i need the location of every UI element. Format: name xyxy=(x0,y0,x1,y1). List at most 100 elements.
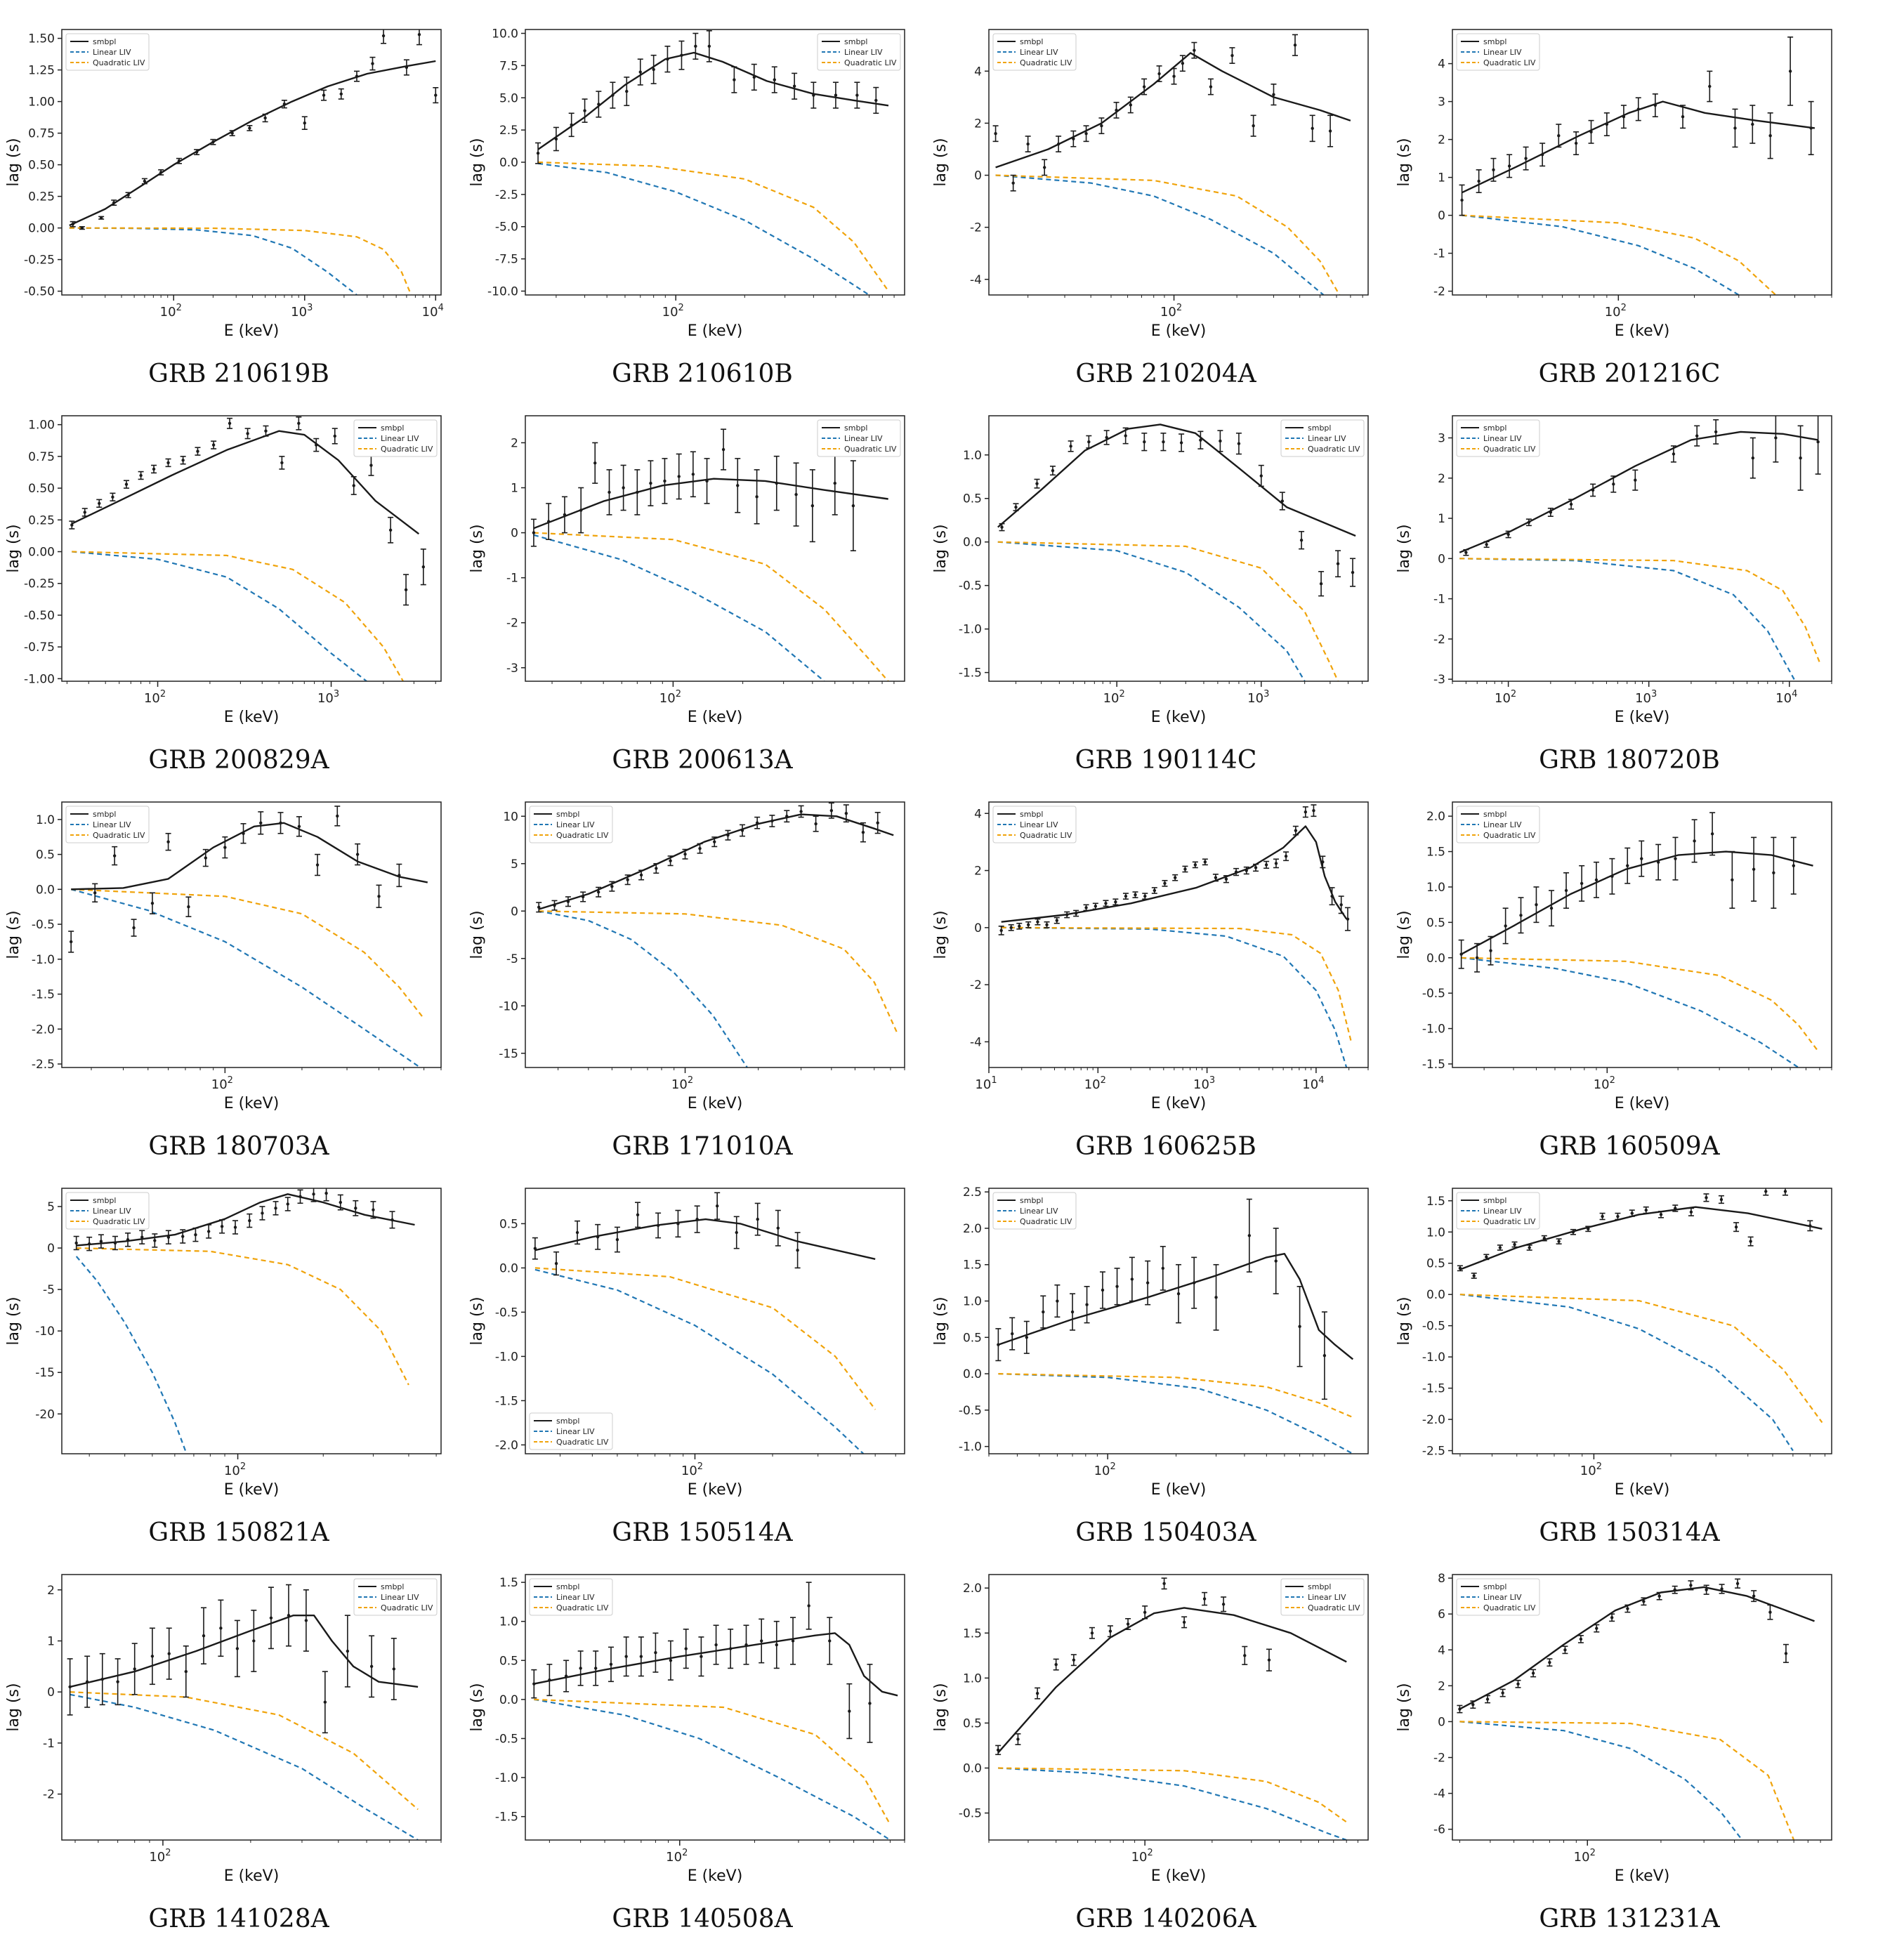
panel-caption: GRB 200829A xyxy=(148,746,329,775)
data-point xyxy=(1070,1293,1076,1331)
data-point xyxy=(714,1192,721,1220)
plot-frame xyxy=(1452,801,1832,1068)
data-point xyxy=(575,1220,581,1245)
data-point xyxy=(334,806,341,827)
data-point xyxy=(595,1223,601,1250)
y-axis-label: lag (s) xyxy=(5,1296,22,1345)
chart-4: -1.00 -0.75 -0.50 -0.25 0.00 0.25 0.50 0.75 1.00… xyxy=(5,415,442,726)
data-point xyxy=(1171,67,1177,85)
data-point xyxy=(284,1197,291,1211)
panel-14: -1.0 -0.5 0.0 0.5 1.0 1.5 2.0 2.5 102 smbpl Linear… xyxy=(932,1173,1398,1552)
data-point xyxy=(1008,924,1014,931)
plot-frame xyxy=(525,1188,905,1454)
data-point xyxy=(553,126,559,152)
data-point xyxy=(995,1328,1002,1362)
y-tick-label: 1.00 xyxy=(28,96,55,110)
legend-label: Quadratic LIV xyxy=(1308,445,1360,454)
data-point xyxy=(1191,1256,1197,1309)
data-point xyxy=(1585,1226,1591,1233)
data-point xyxy=(792,72,798,100)
legend-label: Linear LIV xyxy=(93,820,131,829)
data-point xyxy=(582,98,588,123)
y-tick-label: 0 xyxy=(47,1686,55,1700)
data-point xyxy=(1599,1212,1606,1221)
x-axis-label: E (keV) xyxy=(224,1867,280,1885)
legend-label: smbpl xyxy=(1308,1582,1331,1591)
y-axis-label: lag (s) xyxy=(468,1683,486,1731)
y-tick-label: 1.5 xyxy=(1426,1195,1445,1209)
quadratic-liv-curve xyxy=(538,161,889,292)
data-point xyxy=(1242,1645,1248,1665)
data-point xyxy=(200,1607,206,1665)
data-point xyxy=(125,1232,131,1247)
data-point xyxy=(112,1235,118,1251)
data-point xyxy=(111,199,117,206)
legend-label: Linear LIV xyxy=(381,1593,419,1602)
data-point xyxy=(1223,875,1229,883)
y-axis-label: lag (s) xyxy=(1396,910,1413,959)
panel-4: -1.00 -0.75 -0.50 -0.25 0.00 0.25 0.50 0.75 1.00… xyxy=(5,400,471,780)
y-tick-label: 4 xyxy=(974,65,982,79)
y-tick-label: -0.5 xyxy=(1422,987,1445,1001)
x-axis-label: E (keV) xyxy=(1615,322,1670,340)
y-axis-label: lag (s) xyxy=(468,1296,486,1345)
data-point xyxy=(1609,858,1615,895)
data-point xyxy=(1797,425,1804,491)
data-point xyxy=(433,87,439,104)
data-point xyxy=(1643,1206,1649,1214)
data-point xyxy=(648,460,654,506)
data-point xyxy=(1083,125,1089,143)
data-point xyxy=(624,77,630,107)
data-point xyxy=(285,1584,291,1647)
plot-frame xyxy=(1452,1574,1832,1841)
quadratic-liv-curve xyxy=(534,1267,877,1410)
data-point xyxy=(281,100,287,109)
data-point xyxy=(1490,157,1497,182)
data-point xyxy=(810,81,817,109)
data-point xyxy=(850,460,856,552)
x-axis-label: E (keV) xyxy=(1151,322,1207,340)
y-tick-label: 1.50 xyxy=(28,32,55,46)
smbpl-curve xyxy=(997,423,1356,537)
y-tick-label: -5.0 xyxy=(495,221,518,235)
data-point xyxy=(794,1232,801,1269)
plot-frame xyxy=(988,801,1369,1068)
data-point xyxy=(67,1658,73,1716)
legend-label: Linear LIV xyxy=(844,48,883,57)
data-point xyxy=(1243,866,1249,875)
y-tick-label: 1 xyxy=(47,1635,55,1649)
data-point xyxy=(733,1216,740,1249)
quadratic-liv-curve xyxy=(1459,1294,1823,1424)
data-point xyxy=(1790,836,1797,895)
data-point xyxy=(1502,907,1509,945)
data-point xyxy=(662,458,668,504)
y-tick-label: 2 xyxy=(1438,133,1445,147)
data-point xyxy=(1160,1246,1166,1291)
panel-16: -2 -1 0 1 2 102 smbpl Linear LIV Quadratic LIV E … xyxy=(5,1559,471,1938)
y-tick-label: -10.0 xyxy=(487,284,518,298)
x-tick-label: 102 xyxy=(211,1075,233,1092)
data-point xyxy=(381,29,387,44)
data-point xyxy=(832,451,838,515)
smbpl-curve xyxy=(70,1615,419,1688)
data-point xyxy=(1296,1286,1303,1367)
legend-label: Quadratic LIV xyxy=(844,445,897,454)
data-point xyxy=(1212,874,1219,882)
data-point xyxy=(1680,105,1686,129)
legend-label: Quadratic LIV xyxy=(93,831,145,840)
data-point xyxy=(1112,898,1119,906)
data-point xyxy=(793,462,799,527)
data-point xyxy=(1511,1241,1518,1248)
chart-8: -2.5 -2.0 -1.5 -1.0 -0.5 0.0 0.5 1.0 102 smbplLin… xyxy=(5,801,442,1112)
legend-label: Quadratic LIV xyxy=(556,1438,609,1447)
data-point xyxy=(1547,1658,1553,1667)
y-tick-label: -2.5 xyxy=(1422,1445,1445,1459)
y-tick-label: 10.0 xyxy=(492,27,518,41)
data-point xyxy=(634,469,641,515)
